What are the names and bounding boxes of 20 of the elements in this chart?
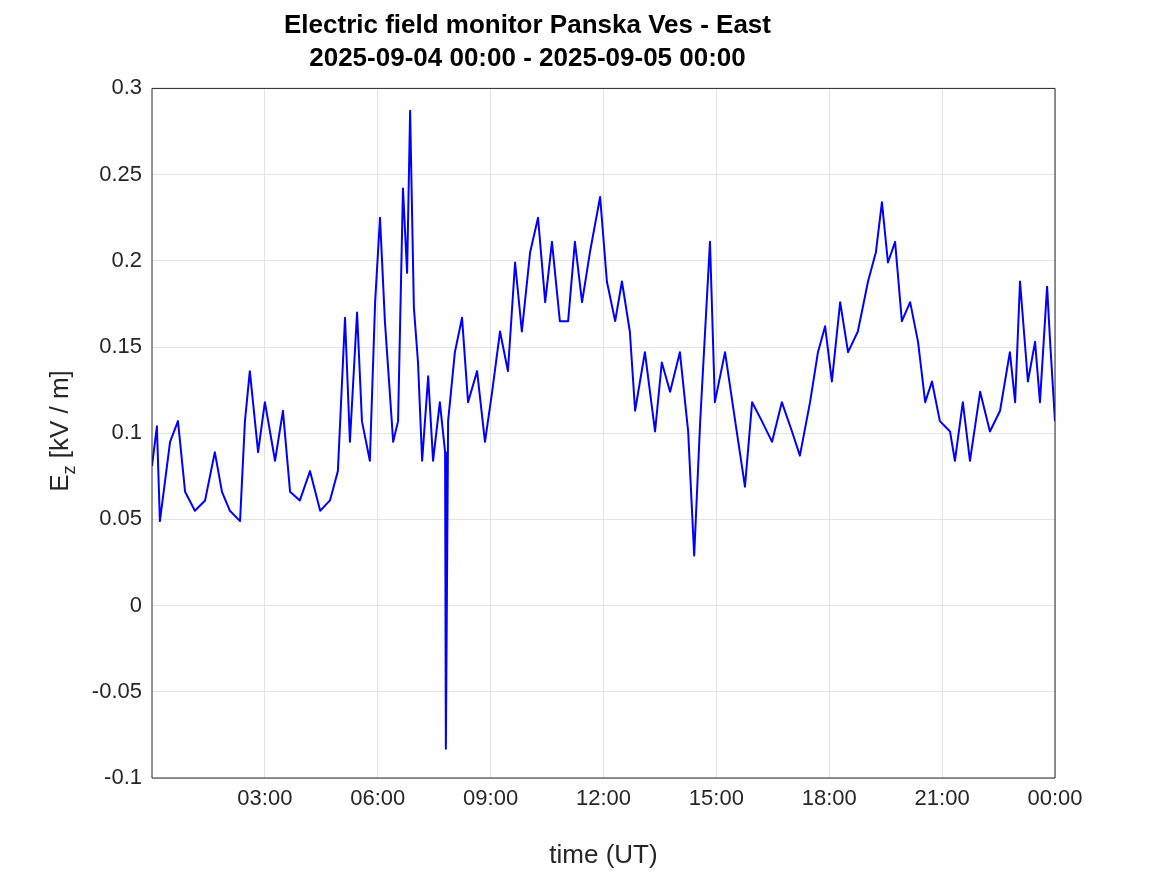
x-tick-label: 18:00: [801, 785, 857, 811]
chart-title: Electric field monitor Panska Ves - East: [284, 8, 772, 39]
y-tick-label: 0.2: [111, 246, 142, 272]
y-tick-label: 0.3: [111, 74, 142, 100]
x-tick-label: 15:00: [688, 785, 744, 811]
x-tick-label: 03:00: [237, 785, 293, 811]
x-axis-title: time (UT): [549, 838, 658, 869]
x-tick-label: 00:00: [1027, 785, 1083, 811]
y-tick-label: 0.15: [99, 333, 142, 359]
y-tick-label: 0: [129, 591, 142, 617]
x-tick-label: 09:00: [463, 785, 519, 811]
y-tick-label: 0.05: [99, 505, 142, 531]
y-tick-label: 0.1: [111, 419, 142, 445]
y-tick-label: -0.1: [104, 764, 142, 790]
chart-subtitle: 2025-09-04 00:00 - 2025-09-05 00:00: [309, 41, 746, 72]
y-tick-label: 0.25: [99, 160, 142, 186]
x-tick-label: 06:00: [350, 785, 406, 811]
x-tick-label: 12:00: [575, 785, 632, 811]
x-tick-label: 21:00: [914, 785, 970, 811]
y-tick-label: -0.05: [91, 677, 142, 703]
